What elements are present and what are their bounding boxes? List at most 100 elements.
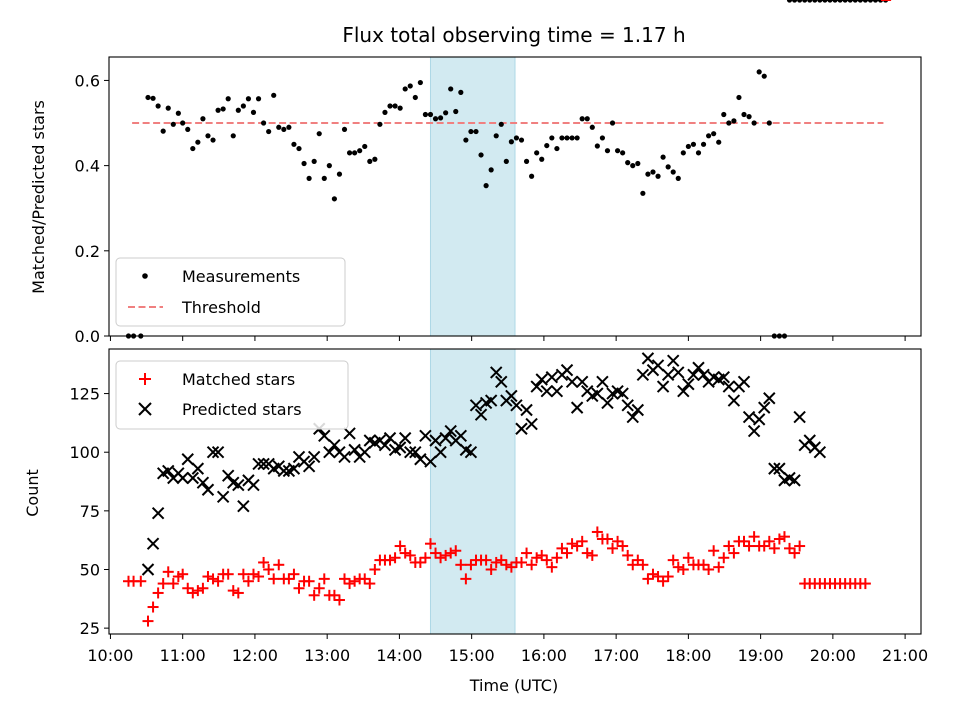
matched-star-point: [162, 566, 174, 578]
predicted-star-point: [181, 453, 194, 466]
matched-star-point: [723, 540, 735, 552]
measurement-point: [498, 121, 504, 127]
measurement-point: [276, 124, 282, 130]
measurement-point: [200, 116, 206, 122]
measurement-point: [402, 86, 408, 92]
matched-star-point: [268, 573, 280, 585]
measurement-point: [604, 148, 611, 154]
measurement-point: [675, 175, 681, 181]
measurement-point: [250, 109, 257, 115]
measurement-point: [180, 120, 186, 126]
measurement-point: [620, 150, 626, 156]
x-tick-label: 17:00: [593, 646, 639, 665]
predicted-star-point: [672, 366, 685, 379]
y-tick-label: 0.4: [75, 157, 100, 176]
measurement-point: [670, 169, 676, 175]
predicted-star-point: [763, 392, 776, 405]
measurement-point: [306, 175, 312, 181]
matched-star-point: [505, 561, 517, 573]
measurement-point: [443, 110, 449, 116]
matched-star-point: [142, 615, 154, 627]
y-tick-label: 75: [80, 502, 100, 521]
measurement-point: [529, 173, 535, 179]
predicted-star-point: [151, 506, 165, 520]
measurement-point: [190, 145, 196, 152]
predicted-star-point: [515, 422, 528, 435]
measurement-point: [185, 126, 191, 133]
matched-star-point: [632, 554, 644, 566]
measurement-point: [291, 141, 297, 147]
matched-star-point: [263, 563, 275, 575]
legend-threshold-label: Threshold: [181, 298, 261, 317]
predicted-star-point: [596, 375, 609, 389]
legend-matched-marker: [139, 373, 151, 385]
matched-star-point: [662, 571, 674, 583]
measurement-point: [716, 139, 722, 145]
measurement-point: [372, 156, 378, 162]
measurement-point: [549, 135, 555, 141]
predicted-star-point: [682, 377, 695, 391]
measurement-point: [594, 143, 600, 149]
measurement-point: [554, 145, 560, 152]
matched-star-point: [500, 559, 512, 571]
predicted-star-point: [176, 471, 189, 485]
matched-star-point: [495, 554, 507, 566]
matched-star-point: [440, 549, 452, 561]
measurement-point: [539, 156, 545, 162]
y-tick-label: 50: [80, 560, 100, 579]
measurement-point: [791, 0, 798, 3]
predicted-star-point: [803, 434, 816, 447]
matched-star-point: [242, 575, 254, 587]
matched-star-point: [167, 578, 179, 590]
measurement-point: [286, 124, 292, 130]
count-legend: Matched stars Predicted stars: [115, 360, 349, 430]
measurement-point: [741, 111, 747, 118]
measurement-point: [235, 107, 241, 113]
predicted-star-point: [237, 499, 250, 513]
predicted-star-point: [247, 478, 260, 492]
measurement-point: [468, 128, 474, 135]
matched-star-point: [642, 573, 654, 585]
measurement-point: [721, 111, 727, 118]
x-tick-label: 12:00: [232, 646, 278, 665]
predicted-star-point: [404, 446, 417, 459]
measurement-point: [407, 83, 413, 89]
measurement-point: [417, 79, 423, 86]
predicted-star-point: [530, 380, 543, 393]
y-tick-label: 125: [69, 385, 100, 404]
predicted-star-point: [398, 431, 412, 445]
measurement-point: [761, 73, 767, 79]
ratio-legend-frame: [115, 257, 346, 327]
measurement-point: [362, 143, 368, 150]
x-tick-label: 14:00: [376, 646, 422, 665]
matched-star-point: [768, 542, 780, 554]
matched-star-point: [581, 547, 593, 559]
measurement-point: [812, 0, 818, 3]
predicted-star-point: [343, 427, 356, 440]
measurement-point: [483, 183, 489, 189]
matched-star-point: [637, 559, 649, 571]
matched-star-point: [647, 568, 659, 580]
matched-star-point: [763, 535, 775, 547]
matched-star-point: [708, 545, 720, 557]
measurement-point: [175, 110, 181, 116]
predicted-star-point: [717, 370, 730, 384]
x-tick-label: 18:00: [665, 646, 711, 665]
top-y-axis-title: Matched/Predicted stars: [29, 100, 48, 294]
measurement-point: [150, 95, 156, 101]
measurement-point: [751, 120, 757, 126]
predicted-star-point: [758, 401, 771, 414]
measurement-point: [432, 116, 439, 122]
measurement-point: [377, 121, 383, 127]
matched-star-point: [349, 575, 361, 587]
measurement-point: [807, 0, 813, 3]
measurement-point: [650, 169, 656, 175]
predicted-star-point: [505, 389, 518, 403]
predicted-star-point: [722, 380, 736, 393]
predicted-star-point: [424, 455, 437, 468]
plot-frame: [108, 56, 922, 337]
predicted-star-point: [434, 446, 447, 459]
measurement-point: [518, 137, 525, 143]
matched-star-point: [561, 547, 573, 559]
matched-star-point: [778, 531, 790, 543]
